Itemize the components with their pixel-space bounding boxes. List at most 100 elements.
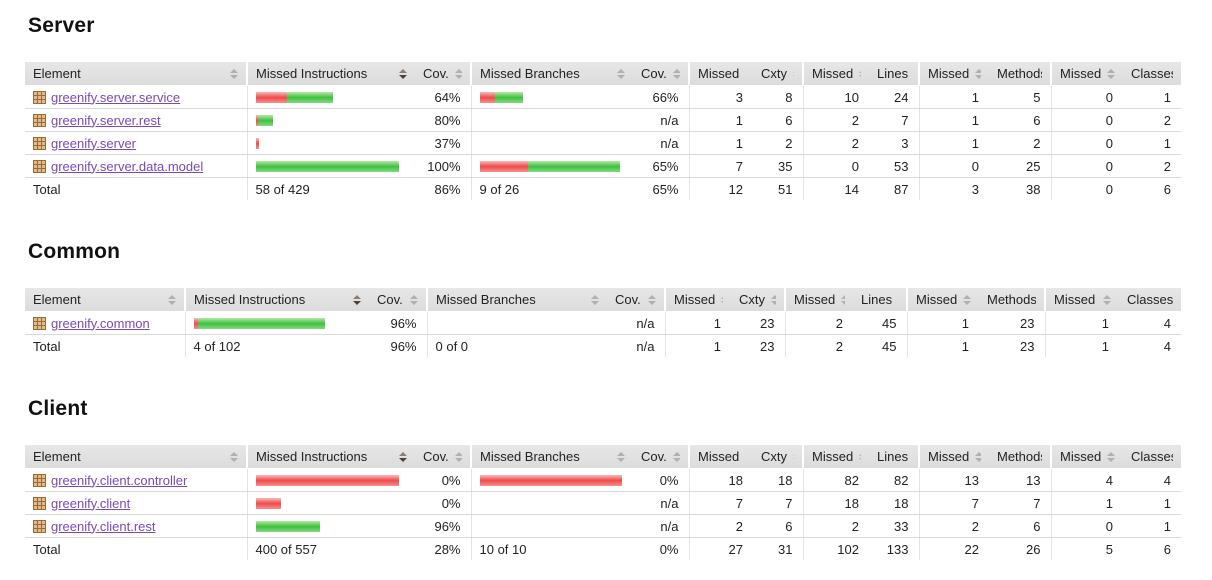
column-header-cxty[interactable]: Cxty <box>731 288 786 312</box>
column-header-missed-instructions[interactable]: Missed Instructions <box>247 62 415 86</box>
header-row: Element Missed Instructions Cov. Missed … <box>25 288 1181 312</box>
package-link[interactable]: greenify.common <box>51 315 150 331</box>
column-header-methods[interactable]: Methods <box>979 288 1046 312</box>
column-header-missed-cxty[interactable]: Missed <box>689 62 753 86</box>
package-link[interactable]: greenify.server <box>51 135 137 151</box>
coverage-table: Element Missed Instructions Cov. Missed … <box>25 288 1181 357</box>
coverage-bar <box>480 498 626 509</box>
column-header-cxty[interactable]: Cxty <box>753 62 804 86</box>
section-client: Client Element Missed Instructions Cov. … <box>25 397 1212 560</box>
package-icon <box>33 136 46 150</box>
column-header-cxty[interactable]: Cxty <box>753 445 804 469</box>
column-header-missed-classes[interactable]: Missed <box>1051 445 1123 469</box>
sort-icon <box>672 451 680 462</box>
column-header-missed-instructions[interactable]: Missed Instructions <box>185 288 369 312</box>
column-header-branch-cov[interactable]: Cov. <box>633 445 690 469</box>
sort-icon <box>591 294 599 305</box>
sort-icon <box>454 68 462 79</box>
coverage-bar <box>255 520 408 532</box>
package-icon <box>33 473 46 487</box>
package-link[interactable]: greenify.client <box>51 495 131 511</box>
table-row: greenify.server.service 64% 66% 3 8 10 2… <box>25 85 1181 109</box>
column-header-missed-lines[interactable]: Missed <box>803 62 869 86</box>
column-header-missed-methods[interactable]: Missed <box>919 62 989 86</box>
package-icon <box>33 90 46 104</box>
column-header-missed-branches[interactable]: Missed Branches <box>427 288 607 312</box>
column-header-instruction-cov[interactable]: Cov. <box>369 288 428 312</box>
coverage-bar <box>480 138 626 149</box>
column-header-classes[interactable]: Classes <box>1123 62 1181 86</box>
column-header-missed-cxty[interactable]: Missed <box>689 445 753 469</box>
coverage-bar <box>479 474 626 486</box>
column-header-lines[interactable]: Lines <box>853 288 908 312</box>
column-header-missed-methods[interactable]: Missed <box>919 445 989 469</box>
coverage-bar <box>480 115 626 126</box>
package-icon <box>33 113 46 127</box>
header-row: Element Missed Instructions Cov. Missed … <box>25 62 1181 86</box>
header-row: Element Missed Instructions Cov. Missed … <box>25 445 1181 469</box>
coverage-bar <box>255 114 408 126</box>
package-link[interactable]: greenify.server.rest <box>51 112 161 128</box>
sort-icon <box>617 451 625 462</box>
sort-icon <box>1107 68 1115 79</box>
coverage-bar <box>436 318 600 329</box>
column-header-missed-lines[interactable]: Missed <box>785 288 853 312</box>
sort-icon <box>672 68 680 79</box>
coverage-bar <box>480 521 626 532</box>
section-common: Common Element Missed Instructions Cov. … <box>25 240 1212 357</box>
table-row: greenify.client 0% n/a 7 7 18 18 7 7 1 1 <box>25 491 1181 515</box>
coverage-bar <box>255 497 408 509</box>
package-link[interactable]: greenify.client.controller <box>51 472 188 488</box>
column-header-missed-lines[interactable]: Missed <box>803 445 869 469</box>
sort-icon <box>230 451 238 462</box>
column-header-element[interactable]: Element <box>25 288 186 312</box>
column-header-element[interactable]: Element <box>25 445 248 469</box>
section-server: Server Element Missed Instructions Cov. … <box>25 14 1212 200</box>
sort-icon-active <box>399 451 407 462</box>
table-row: greenify.common 96% n/a 1 23 2 45 1 23 1… <box>25 311 1181 335</box>
sort-icon <box>793 68 794 79</box>
sort-icon <box>975 68 981 79</box>
total-row: Total 4 of 102 96% 0 of 0 n/a 1 23 2 45 … <box>25 334 1181 357</box>
sort-icon <box>1103 294 1111 305</box>
column-header-branch-cov[interactable]: Cov. <box>607 288 666 312</box>
sort-icon <box>771 294 776 305</box>
column-header-element[interactable]: Element <box>25 62 248 86</box>
column-header-missed-methods[interactable]: Missed <box>907 288 979 312</box>
sort-icon <box>230 68 238 79</box>
column-header-missed-classes[interactable]: Missed <box>1051 62 1123 86</box>
table-row: greenify.client.controller 0% 0% 18 18 8… <box>25 468 1181 492</box>
column-header-missed-branches[interactable]: Missed Branches <box>471 62 633 86</box>
package-link[interactable]: greenify.server.data.model <box>51 158 204 174</box>
column-header-classes[interactable]: Classes <box>1119 288 1181 312</box>
column-header-branch-cov[interactable]: Cov. <box>633 62 690 86</box>
column-header-missed-instructions[interactable]: Missed Instructions <box>247 445 415 469</box>
column-header-missed-cxty[interactable]: Missed <box>665 288 731 312</box>
table-row: greenify.server.rest 80% n/a 1 6 2 7 1 6… <box>25 108 1181 132</box>
sort-icon <box>975 451 981 462</box>
column-header-lines[interactable]: Lines <box>869 445 920 469</box>
sort-icon-active <box>399 68 407 79</box>
column-header-missed-classes[interactable]: Missed <box>1045 288 1119 312</box>
package-icon <box>33 316 46 330</box>
total-row: Total 58 of 429 86% 9 of 26 65% 12 51 14… <box>25 177 1181 200</box>
sort-icon <box>721 294 723 305</box>
page-title: Common <box>28 240 121 263</box>
coverage-table: Element Missed Instructions Cov. Missed … <box>25 445 1181 560</box>
package-link[interactable]: greenify.server.service <box>51 89 181 105</box>
coverage-bar <box>255 137 408 149</box>
column-header-classes[interactable]: Classes <box>1123 445 1181 469</box>
package-link[interactable]: greenify.client.rest <box>51 518 156 534</box>
column-header-methods[interactable]: Methods <box>989 62 1052 86</box>
sort-icon <box>454 451 462 462</box>
sort-icon <box>168 294 176 305</box>
column-header-lines[interactable]: Lines <box>869 62 920 86</box>
column-header-instruction-cov[interactable]: Cov. <box>415 62 472 86</box>
column-header-missed-branches[interactable]: Missed Branches <box>471 445 633 469</box>
package-icon <box>33 159 46 173</box>
column-header-methods[interactable]: Methods <box>989 445 1052 469</box>
sort-icon <box>1107 451 1115 462</box>
sort-icon <box>963 294 971 305</box>
column-header-instruction-cov[interactable]: Cov. <box>415 445 472 469</box>
